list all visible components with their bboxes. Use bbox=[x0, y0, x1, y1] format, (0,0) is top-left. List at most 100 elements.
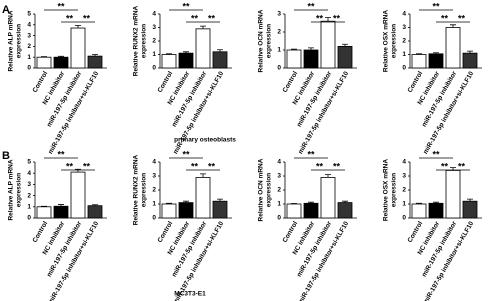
y-axis-label: expression bbox=[266, 173, 273, 207]
bar bbox=[178, 52, 194, 69]
y-tick-label: 3 bbox=[27, 181, 31, 188]
significance-label: ** bbox=[441, 13, 449, 23]
error-bar bbox=[342, 43, 348, 47]
bar bbox=[70, 171, 86, 219]
x-tick-label: Control bbox=[282, 70, 300, 94]
bar bbox=[53, 205, 69, 219]
y-tick-label: 4 bbox=[27, 22, 31, 29]
error-bar bbox=[58, 204, 64, 207]
significance-label: ** bbox=[191, 13, 199, 23]
y-tick-label: 2 bbox=[152, 38, 156, 45]
significance-label: ** bbox=[83, 13, 91, 23]
y-axis-label: Relative OSX mRNA bbox=[383, 10, 390, 72]
y-tick-label: 0 bbox=[402, 65, 406, 72]
bar bbox=[462, 200, 478, 219]
y-tick-label: 0 bbox=[277, 65, 281, 72]
y-axis-label: expression bbox=[16, 173, 23, 207]
bar bbox=[161, 203, 177, 219]
y-tick-label: 3 bbox=[402, 24, 406, 31]
bar bbox=[70, 27, 86, 69]
y-tick-label: 4 bbox=[152, 11, 156, 18]
significance-label: ** bbox=[182, 1, 190, 11]
error-bar bbox=[41, 56, 47, 58]
error-bar bbox=[416, 202, 422, 204]
error-bar bbox=[183, 51, 189, 54]
bar bbox=[337, 46, 353, 69]
bar bbox=[445, 169, 461, 219]
y-tick-label: 1 bbox=[277, 201, 281, 208]
bar bbox=[212, 200, 228, 219]
significance-label: ** bbox=[307, 149, 315, 159]
significance-label: ** bbox=[458, 161, 466, 171]
error-bar bbox=[291, 48, 297, 50]
x-tick-label: Control bbox=[407, 220, 425, 244]
error-bar bbox=[58, 55, 64, 58]
y-tick-label: 3 bbox=[277, 11, 281, 18]
error-bar bbox=[200, 25, 206, 29]
y-tick-label: 0 bbox=[277, 215, 281, 222]
bar bbox=[462, 52, 478, 69]
y-tick-label: 0 bbox=[152, 65, 156, 72]
bar bbox=[161, 54, 177, 69]
significance-label: ** bbox=[333, 161, 341, 171]
significance-label: ** bbox=[333, 13, 341, 23]
y-axis-label: Relative RUNX2 mRNA bbox=[133, 154, 140, 225]
y-tick-label: 1 bbox=[402, 201, 406, 208]
error-bar bbox=[217, 49, 223, 52]
error-bar bbox=[75, 24, 81, 29]
bar bbox=[178, 202, 194, 219]
significance-label: ** bbox=[191, 161, 199, 171]
y-tick-label: 2 bbox=[27, 192, 31, 199]
significance-label: ** bbox=[458, 13, 466, 23]
y-tick-label: 3 bbox=[152, 24, 156, 31]
y-tick-label: 0 bbox=[27, 215, 31, 222]
y-tick-label: 2 bbox=[27, 43, 31, 50]
y-tick-label: 4 bbox=[402, 11, 406, 18]
error-bar bbox=[433, 52, 439, 54]
error-bar bbox=[183, 200, 189, 203]
panel-caption: primary osteoblasts bbox=[174, 137, 236, 144]
error-bar bbox=[200, 173, 206, 178]
significance-label: ** bbox=[316, 13, 324, 23]
bar bbox=[320, 176, 336, 219]
bar bbox=[411, 54, 427, 69]
bar bbox=[428, 202, 444, 219]
y-tick-label: 3 bbox=[277, 173, 281, 180]
x-tick-label: Control bbox=[282, 220, 300, 244]
y-axis-label: Relative ALP mRNA bbox=[8, 10, 15, 71]
significance-label: ** bbox=[441, 161, 449, 171]
significance-label: ** bbox=[208, 13, 216, 23]
panel-label: A bbox=[2, 4, 10, 16]
bar bbox=[212, 51, 228, 69]
error-bar bbox=[325, 17, 331, 22]
bar bbox=[320, 20, 336, 69]
error-bar bbox=[433, 201, 439, 204]
significance-label: ** bbox=[432, 149, 440, 159]
bar bbox=[411, 203, 427, 219]
y-tick-label: 3 bbox=[402, 173, 406, 180]
bar bbox=[337, 202, 353, 219]
y-tick-label: 2 bbox=[152, 187, 156, 194]
y-tick-label: 1 bbox=[152, 51, 156, 58]
bar bbox=[36, 206, 52, 219]
panel-caption: MC3T3-E1 bbox=[174, 291, 206, 298]
bar bbox=[303, 49, 319, 69]
y-axis-label: Relative RUNX2 mRNA bbox=[133, 5, 140, 76]
x-tick-label: Control bbox=[157, 220, 175, 244]
y-tick-label: 0 bbox=[402, 215, 406, 222]
y-tick-label: 4 bbox=[402, 159, 406, 166]
y-axis-label: Relative OCN mRNA bbox=[258, 9, 265, 72]
significance-label: ** bbox=[182, 149, 190, 159]
bar bbox=[53, 56, 69, 69]
bar bbox=[286, 49, 302, 69]
y-tick-label: 2 bbox=[277, 29, 281, 36]
x-tick-label: Control bbox=[32, 70, 50, 94]
significance-label: ** bbox=[83, 161, 91, 171]
y-tick-label: 3 bbox=[27, 32, 31, 39]
error-bar bbox=[467, 50, 473, 54]
y-axis-label: expression bbox=[141, 173, 148, 207]
y-tick-label: 4 bbox=[277, 159, 281, 166]
error-bar bbox=[342, 200, 348, 203]
y-tick-label: 1 bbox=[277, 47, 281, 54]
